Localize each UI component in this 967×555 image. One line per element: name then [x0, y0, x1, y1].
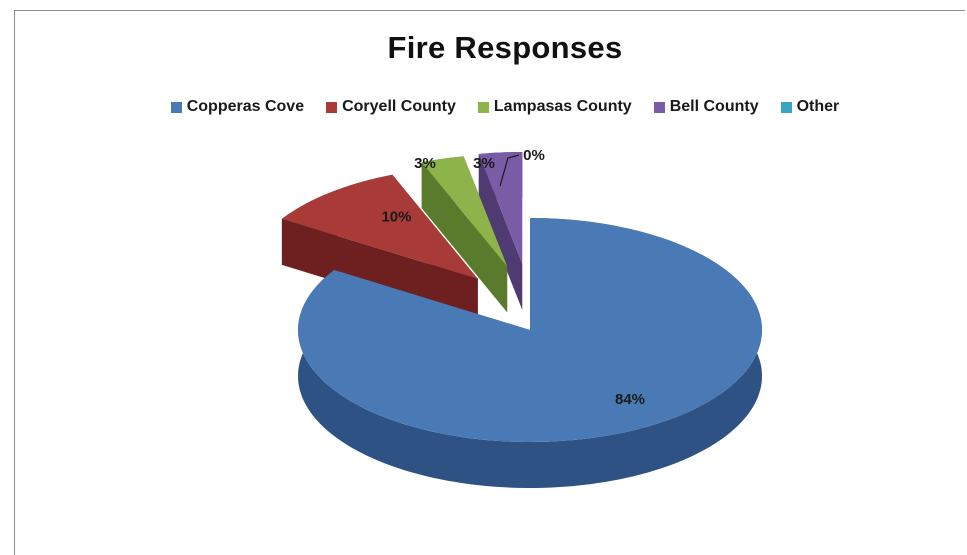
legend-label-coryell-county: Coryell County: [342, 98, 456, 115]
chart-title: Fire Responses: [387, 30, 623, 65]
legend-swatch-coryell-county: [326, 101, 338, 113]
pie-slice-lampasas-county[interactable]: [421, 156, 508, 313]
legend-swatch-bell-county: [653, 101, 665, 113]
legend-swatch-other: [780, 101, 792, 113]
data-label-coryell-county: 10%: [381, 208, 411, 225]
legend-swatch-copperas-cove: [170, 101, 182, 113]
legend-label-lampasas-county: Lampasas County: [493, 98, 632, 115]
data-label-other: 0%: [523, 147, 545, 164]
pie-slice-top-copperas-cove: [298, 218, 763, 442]
pie-slice-coryell-county[interactable]: [281, 174, 478, 325]
pie-slice-edge-coryell-county: [281, 218, 478, 325]
legend-item-coryell-county[interactable]: Coryell County: [326, 98, 456, 116]
legend-label-copperas-cove: Copperas Cove: [186, 98, 305, 115]
pie-slice-bell-county[interactable]: [478, 151, 523, 310]
legend-item-copperas-cove[interactable]: Copperas Cove: [170, 98, 305, 116]
legend-swatch-lampasas-county: [477, 101, 489, 113]
pie-slice-top-lampasas-county: [421, 156, 508, 267]
pie-slice-top-bell-county: [478, 151, 523, 264]
legend-label-bell-county: Bell County: [669, 98, 759, 115]
leader-line-other: [499, 154, 520, 187]
chart-legend: Copperas Cove Coryell County Lampasas Co…: [0, 98, 967, 116]
data-label-lampasas-county: 3%: [414, 155, 436, 172]
pie-slice-top-coryell-county: [281, 174, 478, 279]
legend-item-other[interactable]: Other: [780, 98, 840, 116]
legend-item-bell-county[interactable]: Bell County: [653, 98, 759, 116]
data-label-copperas-cove: 84%: [615, 391, 645, 408]
legend-item-lampasas-county[interactable]: Lampasas County: [477, 98, 632, 116]
pie-slice-copperas-cove[interactable]: [298, 218, 763, 488]
data-label-bell-county: 3%: [473, 155, 495, 172]
legend-label-other: Other: [796, 98, 840, 115]
